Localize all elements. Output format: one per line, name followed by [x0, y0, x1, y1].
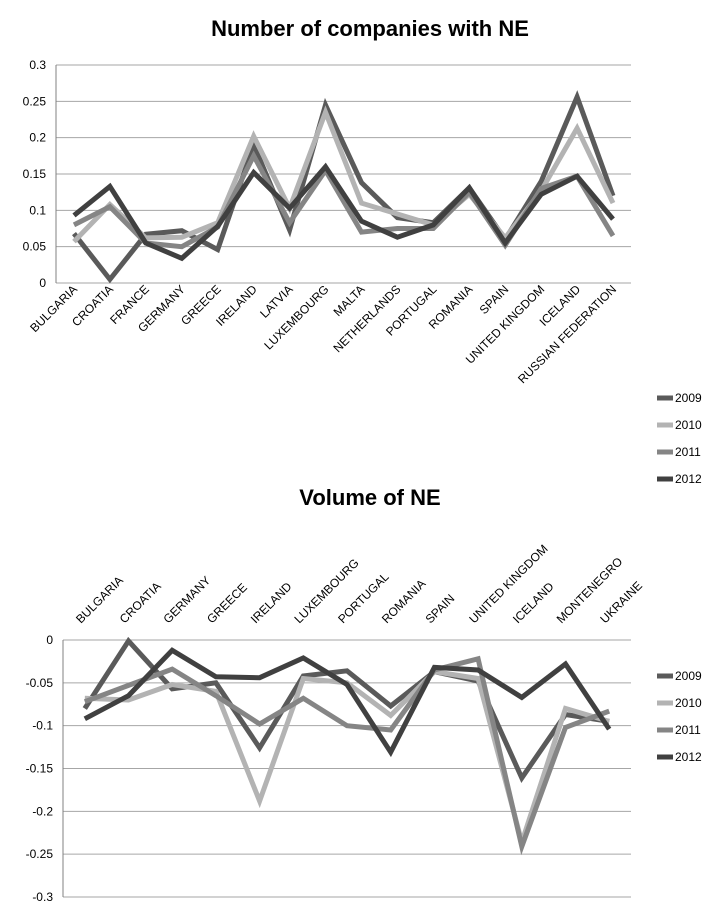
y-tick-label: -0.3 — [32, 890, 53, 904]
legend-label-2010: 2010 — [675, 418, 702, 432]
legend-label-2012: 2012 — [675, 472, 702, 486]
legend-label-2011: 2011 — [675, 445, 701, 459]
series-line-2012 — [83, 647, 612, 758]
series-line-2009 — [72, 90, 616, 284]
y-tick-label: 0.25 — [23, 94, 47, 108]
legend-label-2011: 2011 — [675, 723, 701, 737]
x-tick-label: CROATIA — [117, 579, 164, 626]
series-line-2012 — [72, 162, 615, 262]
x-tick-label: SPAIN — [423, 591, 458, 626]
y-tick-label: -0.25 — [26, 847, 54, 861]
y-tick-label: 0 — [46, 633, 53, 647]
y-tick-label: 0 — [39, 276, 46, 290]
y-tick-label: -0.1 — [32, 719, 53, 733]
x-tick-label: SPAIN — [477, 282, 512, 317]
x-tick-label: GREECE — [204, 580, 250, 626]
y-tick-label: 0.05 — [23, 240, 47, 254]
series-line-2010 — [72, 105, 616, 244]
chart-title: Number of companies with NE — [211, 16, 529, 41]
legend-label-2009: 2009 — [675, 391, 702, 405]
y-tick-label: 0.3 — [29, 58, 46, 72]
y-tick-label: 0.2 — [29, 131, 46, 145]
y-tick-label: -0.2 — [32, 804, 53, 818]
chart-1: Number of companies with NE 0 0.05 0.1 0.15 0… — [23, 16, 702, 486]
chart-title: Volume of NE — [299, 485, 440, 510]
x-tick-label: ICELAND — [510, 579, 557, 626]
y-tick-label: -0.05 — [26, 676, 54, 690]
x-tick-label: BULGARIA — [27, 282, 80, 335]
legend-label-2009: 2009 — [675, 669, 702, 683]
legend-label-2012: 2012 — [675, 750, 702, 764]
y-tick-label: 0.15 — [23, 167, 47, 181]
y-tick-label: 0.1 — [29, 203, 46, 217]
chart-2: Volume of NE 0 -0.05 -0.1 -0.15 -0.2 -0.25 -0.3… — [26, 485, 702, 904]
series-line-2011 — [83, 655, 611, 856]
y-tick-label: -0.15 — [26, 762, 54, 776]
x-tick-label: LUXEMBOURG — [261, 282, 331, 352]
x-tick-label: UKRAINE — [597, 579, 645, 627]
x-tick-label: IRELAND — [248, 579, 295, 626]
x-tick-label: UNITED KINGDOM — [466, 542, 550, 626]
legend-label-2010: 2010 — [675, 696, 702, 710]
series-line-2009 — [82, 636, 610, 783]
